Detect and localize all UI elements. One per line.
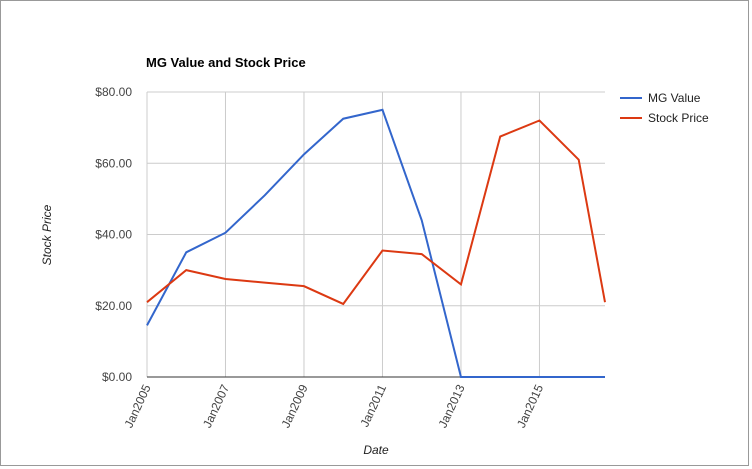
y-axis-title: Stock Price [40, 204, 54, 265]
y-tick-label: $60.00 [95, 156, 132, 170]
series-line [146, 119, 606, 306]
y-tick-label: $40.00 [95, 228, 132, 242]
legend-label: MG Value [648, 91, 701, 105]
chart-title: MG Value and Stock Price [146, 55, 306, 70]
y-tick-label: $0.00 [102, 370, 132, 384]
y-tick-label: $80.00 [95, 85, 132, 99]
series-line [146, 108, 605, 378]
x-axis-title: Date [363, 443, 389, 457]
y-tick-label: $20.00 [95, 299, 132, 313]
legend-label: Stock Price [648, 111, 709, 125]
